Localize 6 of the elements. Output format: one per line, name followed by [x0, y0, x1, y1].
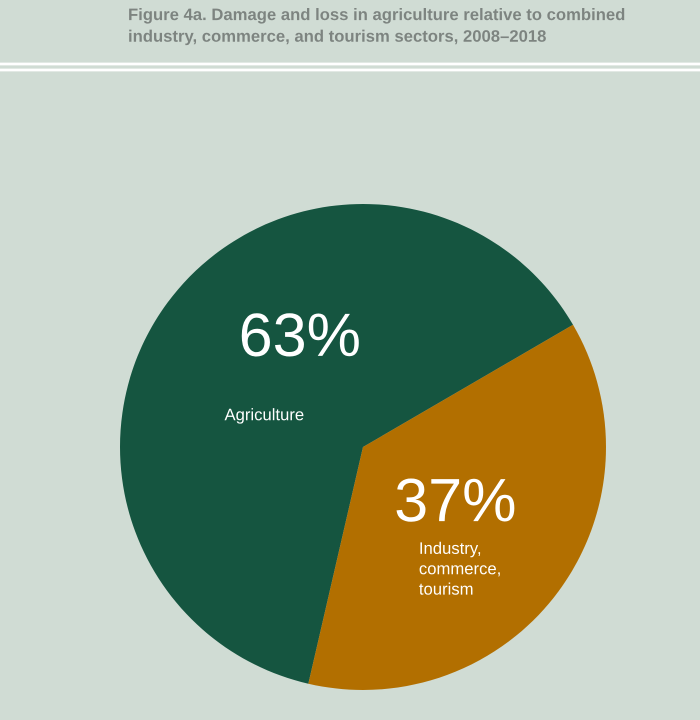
slice-label: Agriculture — [224, 408, 304, 424]
pie-slice — [120, 204, 574, 684]
slice-label: Industry, commerce, tourism — [419, 542, 500, 595]
chart-title: Figure 4a. Damage and loss in agriculture relative to combined industry, commerce, and tourism sectors, 2008–2018 — [129, 8, 624, 46]
data-label: 37% — [396, 478, 514, 522]
data-label: 63% — [242, 313, 359, 356]
